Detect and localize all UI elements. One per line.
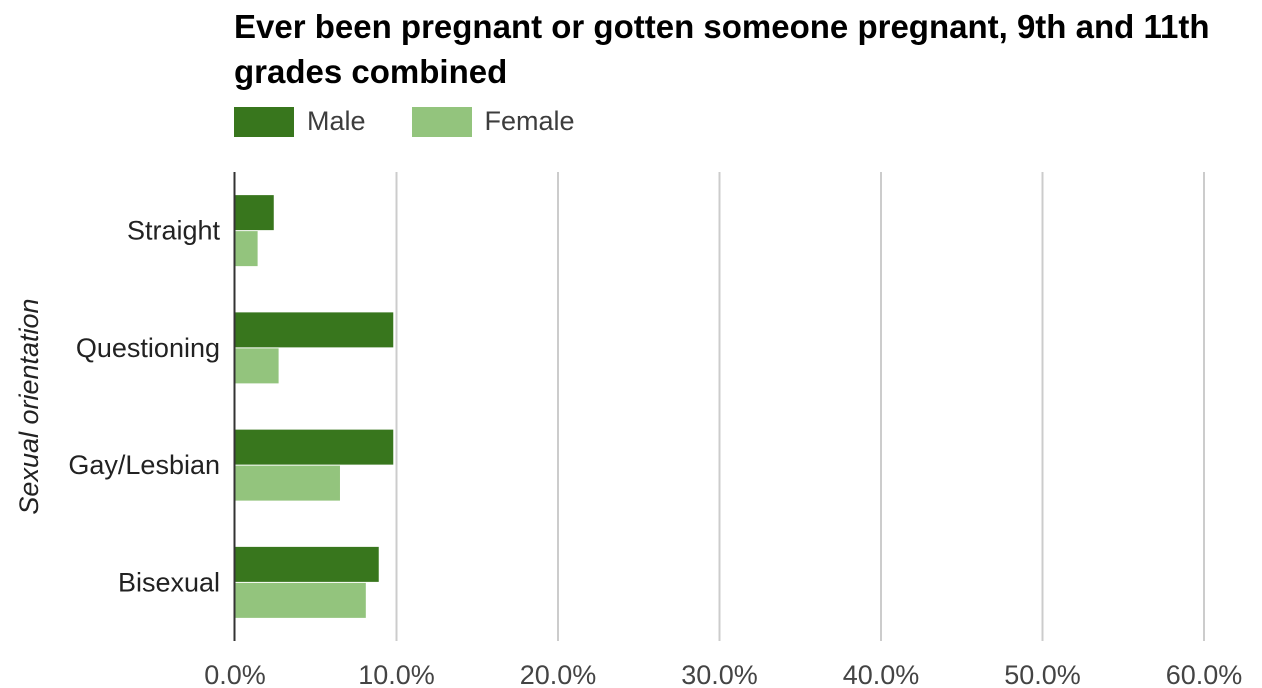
bar-male-questioning[interactable] bbox=[235, 312, 394, 348]
legend-item-male[interactable]: Male bbox=[234, 106, 366, 137]
bars bbox=[235, 195, 394, 618]
legend: Male Female bbox=[234, 106, 621, 137]
category-label: Bisexual bbox=[118, 567, 220, 597]
y-axis-title: Sexual orientation bbox=[14, 298, 44, 514]
bar-female-questioning[interactable] bbox=[235, 348, 279, 384]
bar-male-gay-lesbian[interactable] bbox=[235, 429, 394, 465]
legend-label-male: Male bbox=[307, 106, 366, 136]
legend-label-female: Female bbox=[484, 106, 575, 136]
category-label: Straight bbox=[127, 216, 221, 246]
x-tick-label: 10.0% bbox=[358, 660, 435, 688]
bar-female-bisexual[interactable] bbox=[235, 582, 366, 618]
x-tick-label: 20.0% bbox=[520, 660, 597, 688]
x-tick-label: 40.0% bbox=[843, 660, 920, 688]
labels: 0.0% 10.0% 20.0% 30.0% 40.0% 50.0% 60.0% Straig… bbox=[14, 216, 1242, 688]
bar-male-bisexual[interactable] bbox=[235, 546, 379, 582]
chart-title: Ever been pregnant or gotten someone pre… bbox=[234, 8, 1210, 90]
legend-swatch-male bbox=[234, 106, 294, 137]
gridlines bbox=[395, 172, 1205, 641]
legend-item-female[interactable]: Female bbox=[411, 106, 575, 137]
bar-female-straight[interactable] bbox=[235, 231, 258, 267]
x-tick-label: 0.0% bbox=[204, 660, 266, 688]
x-tick-label: 60.0% bbox=[1166, 660, 1243, 688]
x-tick-label: 50.0% bbox=[1004, 660, 1081, 688]
category-label: Gay/Lesbian bbox=[68, 450, 220, 480]
x-tick-label: 30.0% bbox=[681, 660, 758, 688]
bar-female-gay-lesbian[interactable] bbox=[235, 465, 340, 501]
category-label: Questioning bbox=[76, 333, 220, 363]
legend-swatch-female bbox=[411, 106, 472, 137]
bar-male-straight[interactable] bbox=[235, 195, 274, 231]
